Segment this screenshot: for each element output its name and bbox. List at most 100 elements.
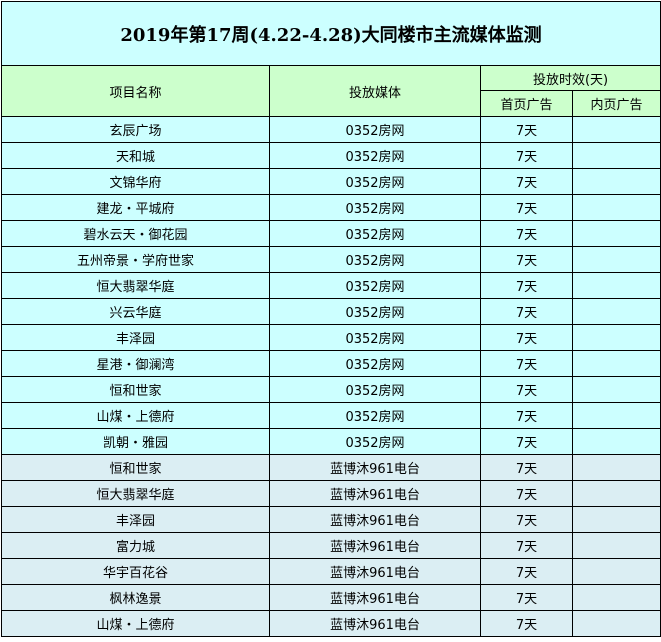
table-row: 恒大翡翠华庭 蓝博沐961电台 7天 xyxy=(1,480,661,507)
header-project: 项目名称 xyxy=(1,65,270,117)
cell-media: 0352房网 xyxy=(269,168,481,195)
cell-project: 五州帝景・学府世家 xyxy=(1,246,270,273)
header-media: 投放媒体 xyxy=(269,65,481,117)
cell-media: 蓝博沐961电台 xyxy=(269,506,481,533)
cell-project: 星港・御澜湾 xyxy=(1,350,270,377)
cell-home-ad: 7天 xyxy=(480,298,573,325)
table-row: 恒和世家 蓝博沐961电台 7天 xyxy=(1,454,661,481)
table-row: 恒大翡翠华庭 0352房网 7天 xyxy=(1,272,661,299)
cell-media: 蓝博沐961电台 xyxy=(269,610,481,637)
cell-home-ad: 7天 xyxy=(480,402,573,429)
cell-inner-ad xyxy=(571,558,661,585)
cell-project: 恒和世家 xyxy=(1,376,270,403)
cell-inner-ad xyxy=(571,376,661,403)
cell-inner-ad xyxy=(571,272,661,299)
cell-media: 蓝博沐961电台 xyxy=(269,584,481,611)
cell-project: 富力城 xyxy=(1,532,270,559)
cell-home-ad: 7天 xyxy=(480,324,573,351)
cell-project: 丰泽园 xyxy=(1,324,270,351)
table-row: 天和城 0352房网 7天 xyxy=(1,142,661,169)
table-row: 丰泽园 0352房网 7天 xyxy=(1,324,661,351)
table-row: 玄辰广场 0352房网 7天 xyxy=(1,116,661,143)
cell-inner-ad xyxy=(571,220,661,247)
cell-inner-ad xyxy=(571,454,661,481)
cell-inner-ad xyxy=(571,402,661,429)
cell-home-ad: 7天 xyxy=(480,194,573,221)
cell-home-ad: 7天 xyxy=(480,532,573,559)
cell-home-ad: 7天 xyxy=(480,428,573,455)
cell-media: 蓝博沐961电台 xyxy=(269,480,481,507)
table-row: 五州帝景・学府世家 0352房网 7天 xyxy=(1,246,661,273)
cell-media: 0352房网 xyxy=(269,376,481,403)
cell-media: 0352房网 xyxy=(269,272,481,299)
cell-inner-ad xyxy=(571,350,661,377)
cell-inner-ad xyxy=(571,142,661,169)
cell-media: 0352房网 xyxy=(269,350,481,377)
table-row: 恒和世家 0352房网 7天 xyxy=(1,376,661,403)
table-row: 山煤・上德府 0352房网 7天 xyxy=(1,402,661,429)
cell-project: 恒大翡翠华庭 xyxy=(1,480,270,507)
cell-home-ad: 7天 xyxy=(480,350,573,377)
cell-project: 丰泽园 xyxy=(1,506,270,533)
cell-home-ad: 7天 xyxy=(480,376,573,403)
cell-project: 恒大翡翠华庭 xyxy=(1,272,270,299)
cell-project: 枫林逸景 xyxy=(1,584,270,611)
table-row: 山煤・上德府 蓝博沐961电台 7天 xyxy=(1,610,661,637)
header-home-ad: 首页广告 xyxy=(480,90,573,117)
cell-project: 玄辰广场 xyxy=(1,116,270,143)
cell-project: 凯朝・雅园 xyxy=(1,428,270,455)
cell-inner-ad xyxy=(571,246,661,273)
cell-project: 恒和世家 xyxy=(1,454,270,481)
cell-media: 0352房网 xyxy=(269,298,481,325)
table-row: 丰泽园 蓝博沐961电台 7天 xyxy=(1,506,661,533)
cell-home-ad: 7天 xyxy=(480,584,573,611)
cell-home-ad: 7天 xyxy=(480,142,573,169)
cell-media: 0352房网 xyxy=(269,402,481,429)
table-row: 星港・御澜湾 0352房网 7天 xyxy=(1,350,661,377)
header-inner-ad: 内页广告 xyxy=(571,90,661,117)
cell-media: 0352房网 xyxy=(269,220,481,247)
cell-home-ad: 7天 xyxy=(480,168,573,195)
cell-inner-ad xyxy=(571,506,661,533)
cell-inner-ad xyxy=(571,298,661,325)
table-row: 建龙・平城府 0352房网 7天 xyxy=(1,194,661,221)
cell-media: 蓝博沐961电台 xyxy=(269,532,481,559)
cell-home-ad: 7天 xyxy=(480,116,573,143)
table-row: 碧水云天・御花园 0352房网 7天 xyxy=(1,220,661,247)
cell-media: 蓝博沐961电台 xyxy=(269,558,481,585)
cell-home-ad: 7天 xyxy=(480,610,573,637)
cell-home-ad: 7天 xyxy=(480,220,573,247)
cell-home-ad: 7天 xyxy=(480,246,573,273)
cell-media: 0352房网 xyxy=(269,324,481,351)
cell-home-ad: 7天 xyxy=(480,480,573,507)
cell-inner-ad xyxy=(571,194,661,221)
table-row: 兴云华庭 0352房网 7天 xyxy=(1,298,661,325)
cell-home-ad: 7天 xyxy=(480,454,573,481)
table-row: 凯朝・雅园 0352房网 7天 xyxy=(1,428,661,455)
cell-inner-ad xyxy=(571,610,661,637)
cell-project: 碧水云天・御花园 xyxy=(1,220,270,247)
cell-project: 山煤・上德府 xyxy=(1,402,270,429)
cell-inner-ad xyxy=(571,480,661,507)
cell-media: 0352房网 xyxy=(269,194,481,221)
cell-home-ad: 7天 xyxy=(480,506,573,533)
cell-inner-ad xyxy=(571,532,661,559)
cell-project: 建龙・平城府 xyxy=(1,194,270,221)
cell-inner-ad xyxy=(571,116,661,143)
cell-inner-ad xyxy=(571,168,661,195)
cell-home-ad: 7天 xyxy=(480,558,573,585)
table-row: 枫林逸景 蓝博沐961电台 7天 xyxy=(1,584,661,611)
cell-project: 山煤・上德府 xyxy=(1,610,270,637)
table-row: 文锦华府 0352房网 7天 xyxy=(1,168,661,195)
table-title: 2019年第17周(4.22-4.28)大同楼市主流媒体监测 xyxy=(0,1,661,66)
table-row: 华宇百花谷 蓝博沐961电台 7天 xyxy=(1,558,661,585)
cell-project: 兴云华庭 xyxy=(1,298,270,325)
cell-project: 华宇百花谷 xyxy=(1,558,270,585)
cell-project: 文锦华府 xyxy=(1,168,270,195)
header-duration: 投放时效(天) xyxy=(479,65,661,91)
cell-inner-ad xyxy=(571,324,661,351)
cell-media: 0352房网 xyxy=(269,116,481,143)
cell-home-ad: 7天 xyxy=(480,272,573,299)
cell-inner-ad xyxy=(571,428,661,455)
